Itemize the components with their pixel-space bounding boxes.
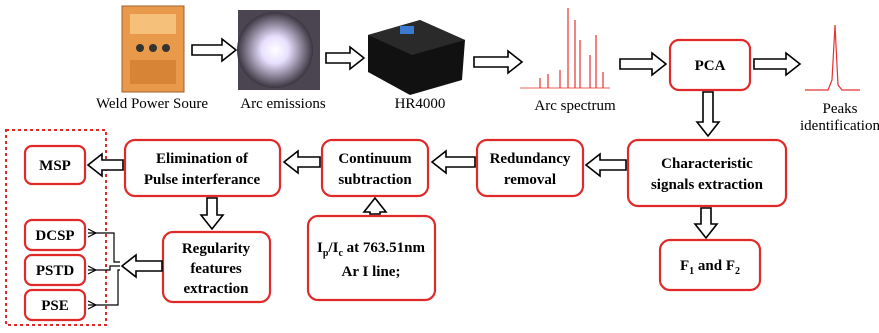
node-label: PSE [41,298,69,314]
image-label: HR4000 [395,96,446,112]
spectrum-image [520,8,610,88]
flow-arrow [474,51,522,73]
node-label: Characteristic [661,156,753,172]
image-label: Peaks [823,101,858,117]
flow-arrow [122,255,162,277]
flow-arrow [586,154,626,176]
text-part: F [680,258,689,274]
flow-arrow [695,208,717,238]
text-part: /I [327,240,338,256]
node-label: Elimination of [156,151,249,167]
flow-arrow [620,53,666,75]
node-label: signals extraction [651,177,764,193]
hr4000-image [368,20,465,95]
node-label: Regularity [182,241,251,257]
node-label: extraction [184,281,250,297]
arc-image [237,10,320,90]
node-label: Redundancy [490,151,571,167]
flow-arrow [192,39,236,61]
peaks-image [805,25,860,90]
node-box [628,140,786,206]
node-label: PCA [695,58,726,74]
node-label: Continuum [338,151,412,167]
node-label: MSP [39,158,71,174]
flow-arrow [364,198,386,214]
flow-arrow [754,53,800,75]
image-label: identification [800,118,879,134]
flow-arrow [284,151,320,173]
weld-power-source-image [122,6,184,92]
image-label: Arc emissions [240,96,326,112]
flow-arrow [201,198,223,229]
flow-arrow [432,151,475,173]
flow-arrow [326,47,364,69]
text-part: and F [694,258,735,274]
flow-arrow [697,92,719,136]
node-label: Pulse interferance [144,172,261,188]
text-part: 2 [735,266,740,277]
image-label: Arc spectrum [534,98,616,114]
text-part: at 763.51nm [343,240,426,256]
node-label: Ar I line; [342,264,401,280]
node-label: subtraction [338,172,412,188]
node-label: DCSP [35,228,74,244]
node-label: removal [504,172,556,188]
node-label: PSTD [36,263,75,279]
connector [88,229,120,309]
diagram: Weld Power Soure Arc emissions HR4000 Ar… [0,0,879,333]
node-label: features [190,261,242,277]
image-label: Weld Power Soure [96,96,208,112]
